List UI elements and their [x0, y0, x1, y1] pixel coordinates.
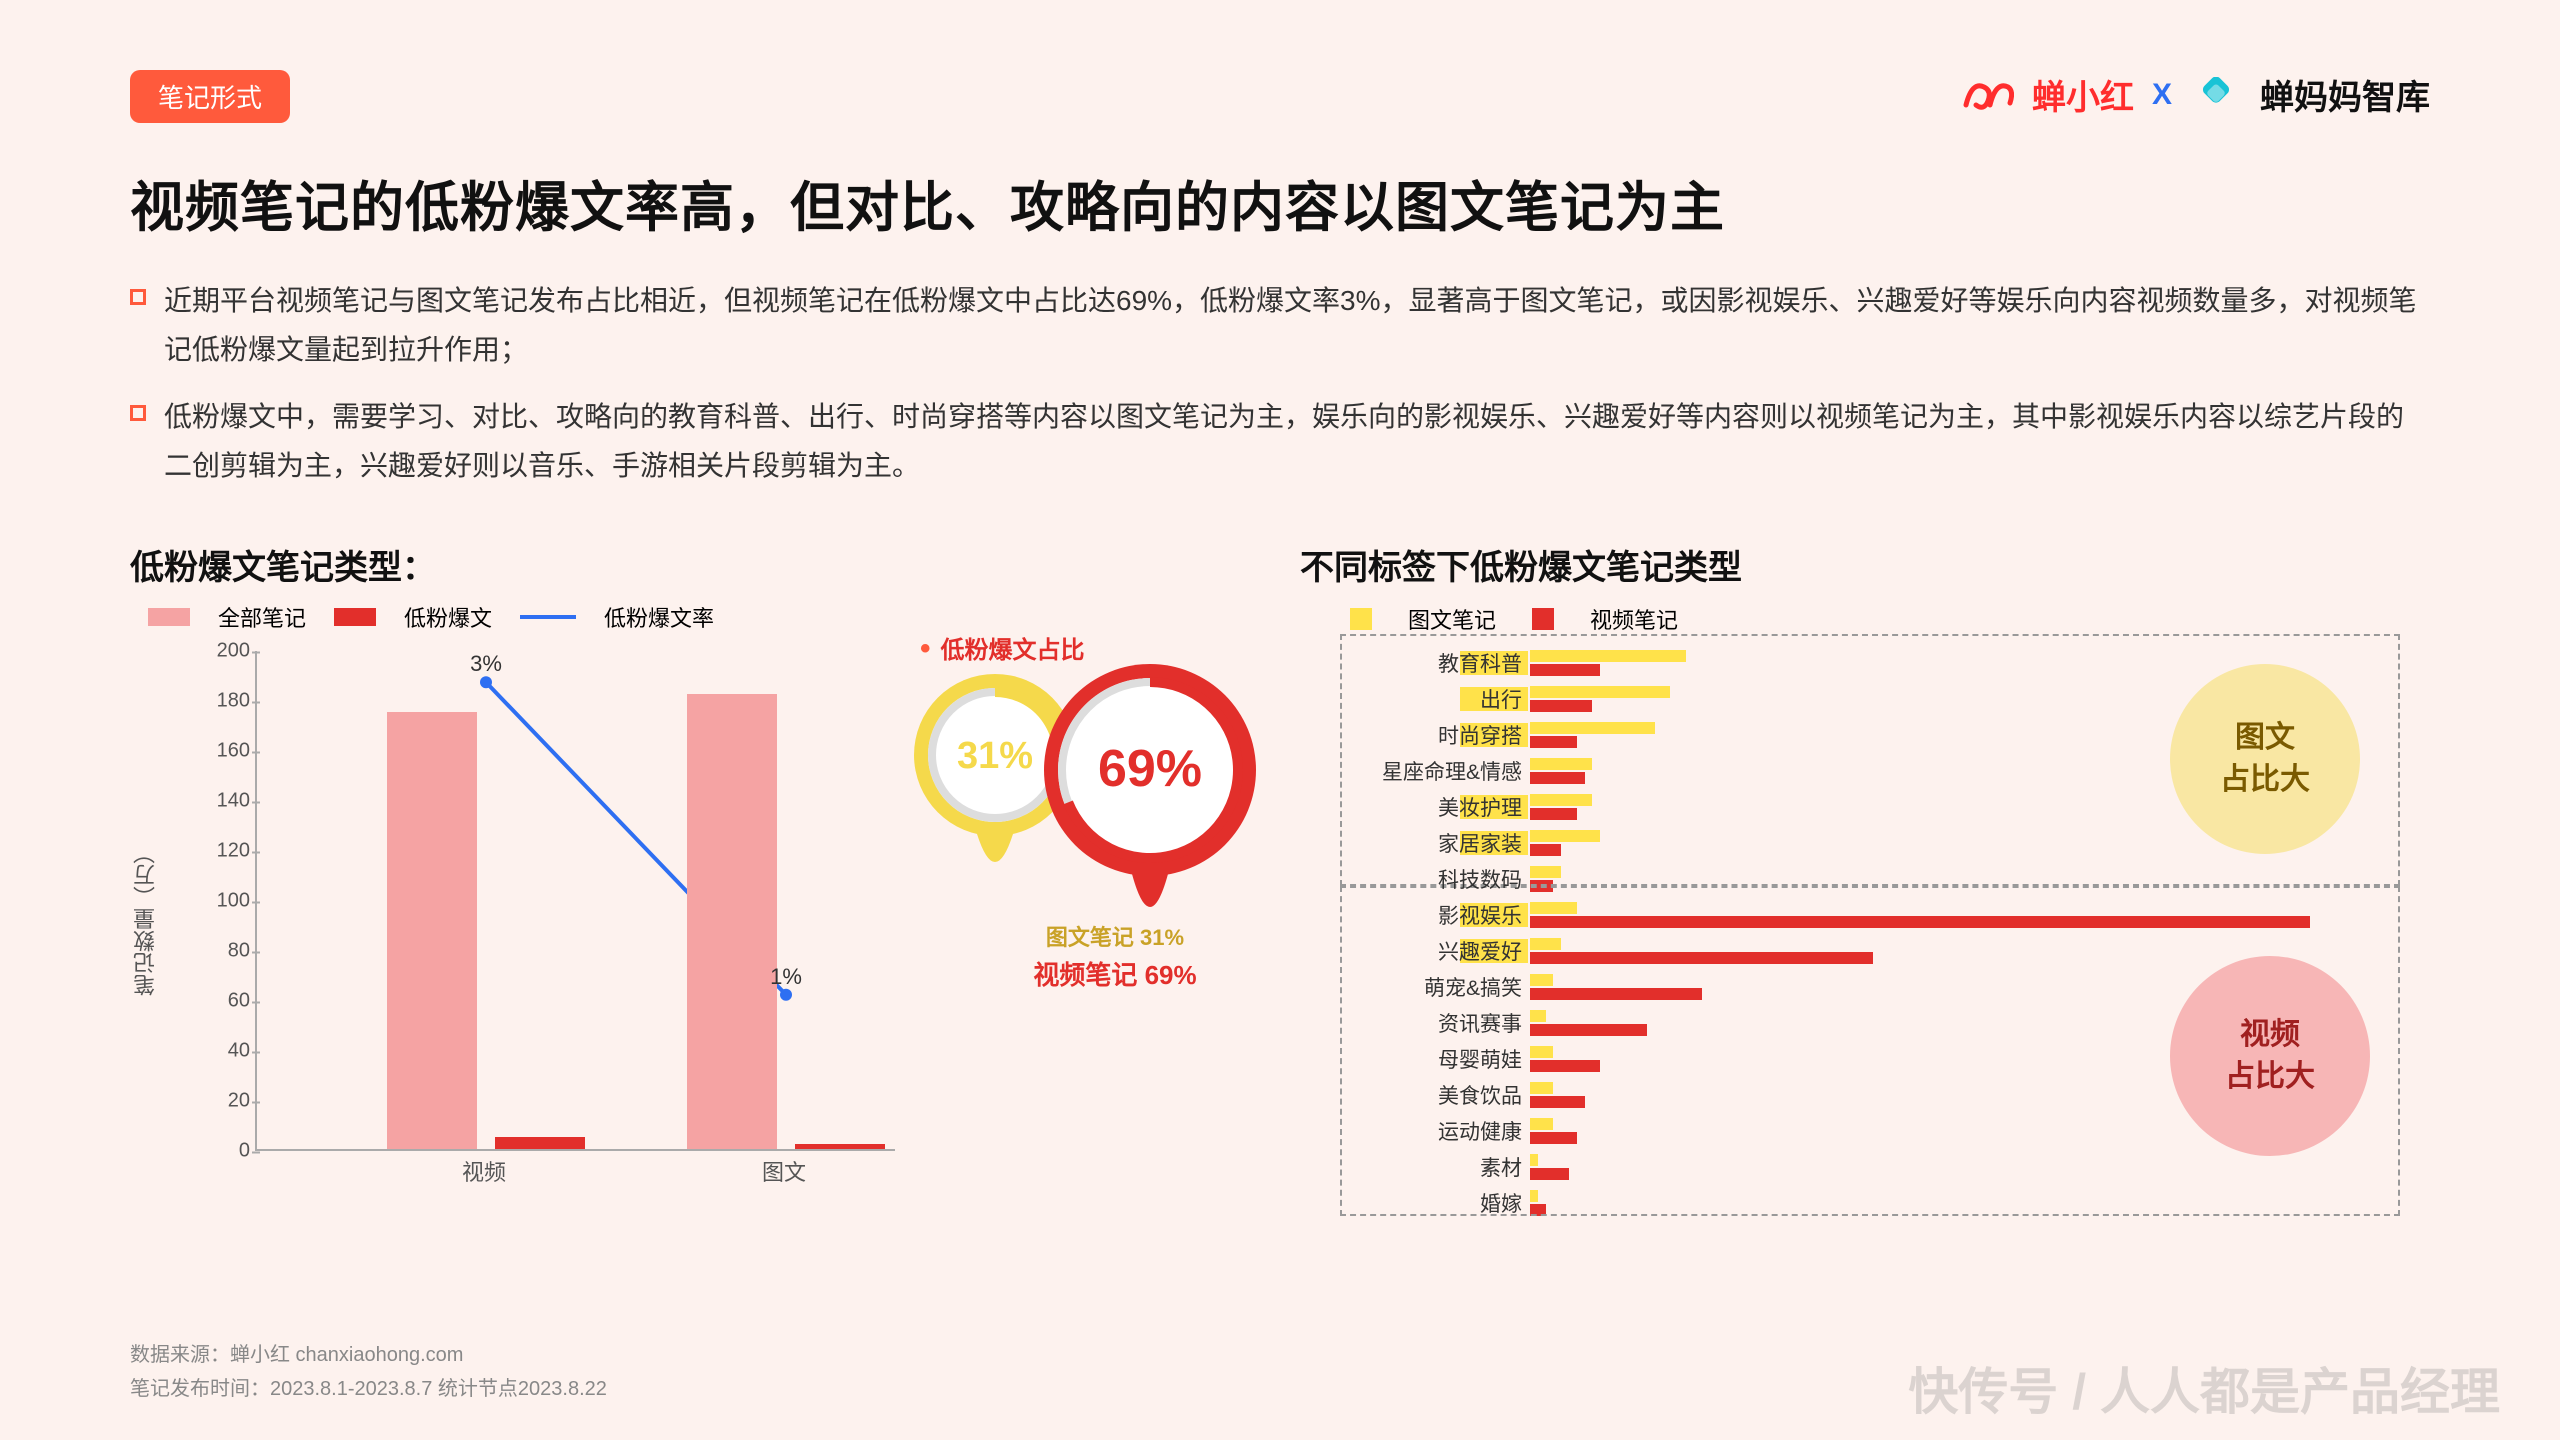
- brand1-icon: [1962, 77, 2014, 113]
- footer: 数据来源：蝉小红 chanxiaohong.com 笔记发布时间：2023.8.…: [130, 1338, 607, 1406]
- legend-video: 视频笔记: [1590, 603, 1678, 635]
- left-chart: 低粉爆文笔记类型： 全部笔记 低粉爆文 低粉爆文率 笔记数量（万） 3%1% 0…: [130, 540, 1300, 1221]
- donut-zone: •低粉爆文占比 31% 69% 图文笔记 31% 视频笔记 69%: [920, 630, 1310, 684]
- watermark: 快传号 / 人人都是产品经理: [1908, 1352, 2500, 1424]
- left-legend: 全部笔记 低粉爆文 低粉爆文率: [148, 601, 1300, 633]
- page-title: 视频笔记的低粉爆文率高，但对比、攻略向的内容以图文笔记为主: [130, 163, 2430, 242]
- right-heading: 不同标签下低粉爆文笔记类型: [1300, 540, 2430, 589]
- brand2-icon: [2190, 77, 2242, 113]
- right-chart: 不同标签下低粉爆文笔记类型 图文笔记 视频笔记 教育科普出行时尚穿搭星座命理&情…: [1300, 540, 2430, 1221]
- bar-plot: 3%1%: [255, 651, 895, 1151]
- brand2-text: 蝉妈妈智库: [2260, 70, 2430, 119]
- brand-x: X: [2152, 78, 2172, 112]
- y-axis-label: 笔记数量（万）: [130, 842, 162, 996]
- bullet-text: 近期平台视频笔记与图文笔记发布占比相近，但视频笔记在低粉爆文中占比达69%，低粉…: [164, 276, 2430, 374]
- legend-low: 低粉爆文: [404, 601, 492, 633]
- brand-logos: 蝉小红 X 蝉妈妈智库: [1962, 70, 2430, 119]
- donut-big-value: 69%: [1040, 660, 1260, 940]
- right-legend: 图文笔记 视频笔记: [1350, 603, 2430, 635]
- donut-cap-1: 图文笔记 31%: [920, 920, 1310, 955]
- section-tag: 笔记形式: [130, 70, 290, 123]
- bullet-text: 低粉爆文中，需要学习、对比、攻略向的教育科普、出行、时尚穿搭等内容以图文笔记为主…: [164, 392, 2430, 490]
- legend-imgtxt: 图文笔记: [1408, 603, 1496, 635]
- badge-imgtext: 图文占比大: [2170, 664, 2360, 854]
- legend-rate: 低粉爆文率: [604, 601, 714, 633]
- footer-source: 数据来源：蝉小红 chanxiaohong.com: [130, 1338, 607, 1372]
- legend-all: 全部笔记: [218, 601, 306, 633]
- brand1-text: 蝉小红: [2032, 70, 2134, 119]
- donut-cap-2: 视频笔记 69%: [920, 955, 1310, 997]
- bullet-list: 近期平台视频笔记与图文笔记发布占比相近，但视频笔记在低粉爆文中占比达69%，低粉…: [130, 276, 2430, 490]
- badge-video: 视频占比大: [2170, 956, 2370, 1156]
- left-heading: 低粉爆文笔记类型：: [130, 540, 1300, 589]
- footer-date: 笔记发布时间：2023.8.1-2023.8.7 统计节点2023.8.22: [130, 1372, 607, 1406]
